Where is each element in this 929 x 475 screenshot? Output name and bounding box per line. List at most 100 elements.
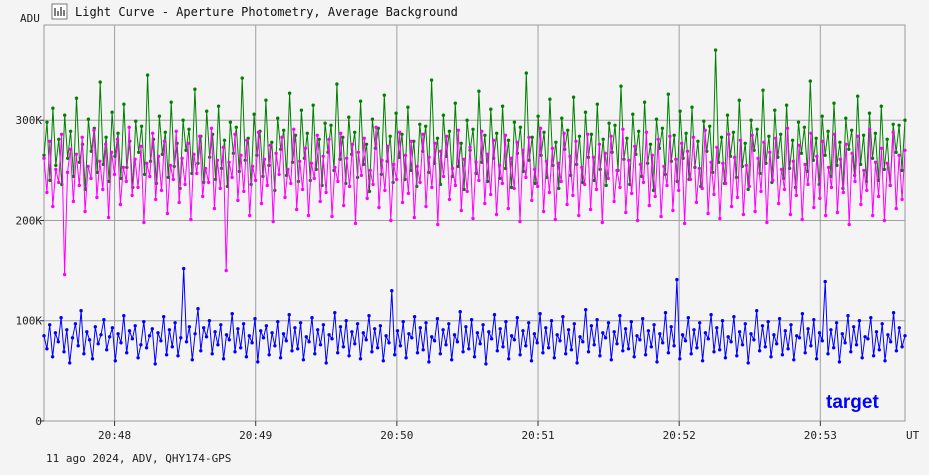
data-point — [788, 212, 793, 217]
data-point — [268, 143, 272, 147]
data-point — [518, 125, 523, 129]
data-point — [631, 112, 635, 116]
data-point — [262, 157, 267, 161]
data-point — [809, 344, 813, 348]
data-point — [273, 344, 277, 348]
data-point — [606, 176, 610, 181]
data-point — [310, 316, 314, 320]
data-point — [264, 324, 269, 328]
data-point — [287, 91, 292, 95]
data-point — [550, 146, 555, 150]
data-point — [571, 193, 575, 198]
data-point — [452, 333, 457, 337]
data-point — [503, 133, 508, 137]
data-point — [626, 347, 631, 351]
data-point — [318, 343, 323, 347]
data-point — [527, 321, 531, 325]
data-point — [50, 355, 55, 359]
data-point — [841, 190, 845, 195]
data-point — [538, 312, 542, 316]
y-tick-label: 200K — [16, 214, 43, 227]
data-point — [661, 341, 665, 345]
data-point — [450, 166, 455, 171]
data-point — [430, 185, 434, 190]
data-point — [659, 214, 663, 219]
data-point — [678, 109, 682, 113]
data-point — [812, 318, 816, 322]
data-point — [289, 181, 293, 186]
data-point — [176, 354, 180, 358]
data-point — [358, 357, 363, 361]
data-point — [271, 219, 275, 224]
data-point — [609, 134, 613, 138]
data-point — [568, 154, 572, 158]
data-point — [837, 360, 842, 364]
data-point — [179, 336, 183, 340]
data-point — [849, 350, 853, 354]
data-point — [518, 219, 522, 224]
data-point — [70, 336, 75, 340]
data-point — [786, 347, 790, 351]
data-point — [51, 106, 55, 110]
data-point — [672, 133, 676, 137]
data-point — [723, 356, 728, 360]
data-point — [577, 134, 582, 138]
data-point — [458, 310, 462, 314]
data-point — [342, 203, 346, 208]
data-point — [886, 333, 890, 337]
data-point — [487, 330, 491, 334]
data-point — [574, 139, 578, 143]
data-point — [471, 127, 475, 131]
data-point — [472, 355, 477, 359]
data-point — [151, 131, 155, 135]
data-point — [239, 153, 243, 157]
data-point — [358, 99, 363, 103]
data-point — [800, 312, 805, 316]
data-point — [139, 124, 144, 128]
data-point — [530, 198, 534, 203]
data-point — [444, 343, 448, 347]
data-point — [680, 333, 685, 337]
data-point — [295, 207, 299, 212]
data-point — [589, 132, 594, 136]
data-point — [198, 134, 202, 138]
data-point — [852, 325, 856, 329]
data-point — [183, 182, 187, 187]
data-point — [713, 48, 718, 52]
data-point — [785, 126, 790, 130]
data-point — [613, 123, 617, 128]
data-point — [468, 145, 472, 149]
data-point — [580, 180, 585, 185]
data-point — [324, 361, 328, 365]
data-point — [703, 331, 708, 335]
data-point — [195, 171, 199, 176]
data-point — [42, 153, 46, 157]
data-point — [164, 353, 169, 357]
data-point — [671, 208, 675, 213]
data-point — [809, 131, 813, 135]
data-point — [213, 330, 217, 334]
series-layer — [42, 48, 907, 366]
data-point — [364, 338, 368, 342]
data-point — [846, 314, 850, 318]
data-point — [752, 338, 756, 342]
data-point — [215, 158, 220, 162]
data-point — [766, 320, 770, 324]
data-point — [746, 361, 750, 365]
data-point — [447, 197, 452, 202]
light-curve-app-icon[interactable] — [51, 3, 68, 20]
data-point — [746, 187, 750, 192]
data-point — [48, 178, 52, 183]
data-point — [663, 311, 668, 315]
data-point — [625, 136, 629, 140]
data-point — [759, 189, 763, 194]
data-point — [323, 121, 327, 125]
data-point — [862, 168, 866, 173]
data-point — [228, 120, 233, 124]
data-point — [119, 341, 123, 345]
data-point — [762, 140, 766, 144]
data-point — [174, 129, 178, 133]
data-point — [154, 197, 158, 202]
data-point — [564, 352, 568, 356]
data-point — [604, 183, 608, 188]
